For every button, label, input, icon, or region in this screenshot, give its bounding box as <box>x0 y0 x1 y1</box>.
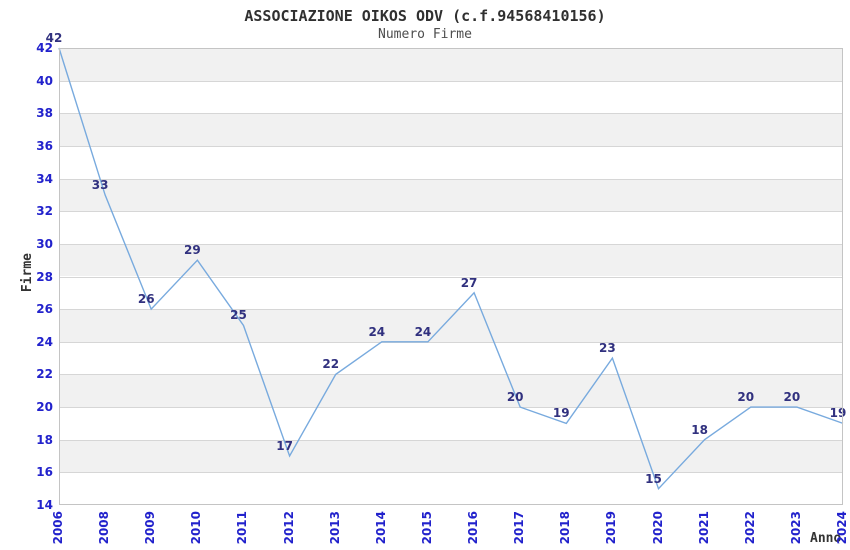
plot-band <box>59 243 843 277</box>
x-tick-label: 2009 <box>143 511 158 545</box>
point-label: 17 <box>276 439 293 454</box>
x-axis-title: Anno <box>810 531 842 546</box>
gridline <box>59 439 843 441</box>
gridline <box>59 178 843 180</box>
y-tick-label: 38 <box>36 106 53 121</box>
x-tick-label: 2015 <box>419 511 434 545</box>
point-label: 20 <box>506 390 524 405</box>
x-tick-label: 2016 <box>466 511 481 545</box>
x-tick-label: 2014 <box>373 511 388 545</box>
point-label: 20 <box>737 390 755 405</box>
chart-subtitle: Numero Firme <box>378 27 472 42</box>
point-label: 25 <box>230 308 247 323</box>
x-tick-label: 2010 <box>189 511 204 545</box>
gridline <box>59 472 843 474</box>
y-tick-label: 22 <box>36 367 53 382</box>
point-label: 19 <box>552 406 570 421</box>
plot-area: 42 33 26 29 25 17 22 24 24 27 20 19 23 15 18 20 20 19 <box>46 31 846 505</box>
gridline <box>59 341 843 343</box>
point-label: 42 <box>45 31 63 45</box>
series-line-svg <box>58 47 844 491</box>
plot-band <box>59 48 843 81</box>
point-label: 33 <box>91 177 109 192</box>
y-tick-label: 24 <box>36 334 53 349</box>
y-tick-label: 42 <box>36 41 53 55</box>
gridline <box>59 80 843 82</box>
x-tick-label: 2020 <box>650 511 665 545</box>
y-tick-label: 28 <box>36 269 53 284</box>
point-label: 26 <box>137 292 155 307</box>
y-tick-label: 40 <box>36 73 53 88</box>
x-tick-label: 2011 <box>235 511 250 545</box>
plot-band <box>59 309 843 342</box>
gridline <box>59 211 843 213</box>
x-tick-label: 2023 <box>788 511 803 545</box>
point-label: 24 <box>368 324 386 339</box>
x-tick-label: 2022 <box>742 511 757 545</box>
x-tick-label: 2017 <box>512 511 527 545</box>
point-label: 15 <box>645 471 662 486</box>
x-tick-label: 2024 <box>835 511 849 545</box>
x-tick-label: 2019 <box>604 511 619 545</box>
gridline <box>59 243 843 245</box>
point-label: 23 <box>599 341 616 356</box>
gridline <box>59 407 843 409</box>
y-tick-label: 32 <box>36 204 53 219</box>
x-tick-label: 2013 <box>327 511 342 545</box>
point-label: 20 <box>783 390 801 405</box>
gridline <box>59 145 843 147</box>
plot-band <box>59 374 843 408</box>
gridline <box>59 309 843 311</box>
x-tick-label: 2006 <box>51 511 65 545</box>
plot-band <box>59 439 843 473</box>
x-tick-label: 2008 <box>97 511 112 545</box>
gridline <box>59 374 843 376</box>
point-label: 22 <box>322 357 340 372</box>
y-tick-label: 14 <box>36 498 53 512</box>
chart-title: ASSOCIAZIONE OIKOS ODV (c.f.94568410156) <box>244 7 606 25</box>
y-tick-label: 34 <box>36 171 53 186</box>
y-tick-label: 16 <box>36 465 53 480</box>
x-tick-label: 2018 <box>558 511 573 545</box>
plot-band <box>59 113 843 146</box>
x-tick-label: 2021 <box>696 511 711 545</box>
point-label: 24 <box>414 324 432 339</box>
y-tick-label: 30 <box>36 236 53 251</box>
gridline <box>59 276 843 278</box>
point-label: 18 <box>691 422 708 437</box>
point-label: 29 <box>183 243 201 258</box>
x-tick-label: 2012 <box>281 511 296 545</box>
gridline <box>59 113 843 115</box>
y-tick-label: 36 <box>36 138 53 153</box>
y-tick-label: 26 <box>36 302 53 317</box>
plot-band <box>59 178 843 212</box>
y-tick-label: 18 <box>36 432 53 447</box>
y-tick-label: 20 <box>36 400 53 415</box>
series-line <box>58 47 844 491</box>
point-label: 27 <box>460 275 478 290</box>
point-label: 19 <box>829 406 847 421</box>
